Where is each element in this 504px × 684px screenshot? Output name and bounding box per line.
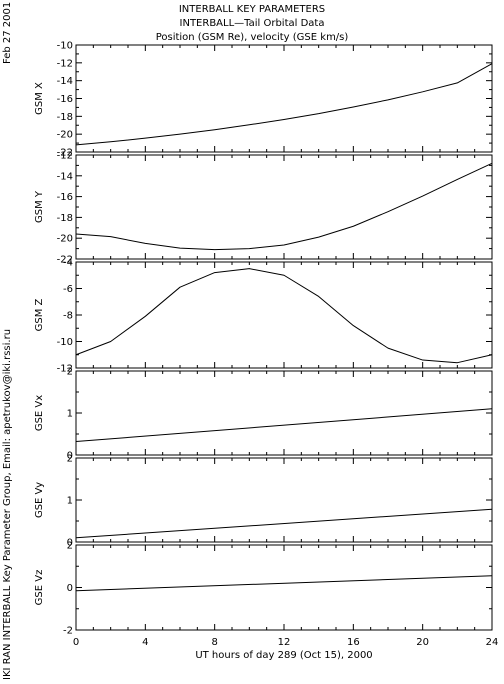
y-axis-label: GSE Vx <box>34 395 45 431</box>
chart-subtitle: INTERBALL—Tail Orbital Data <box>179 18 325 29</box>
series-line-gsm-y <box>75 162 493 251</box>
y-axis-label: GSM Y <box>34 190 45 223</box>
panel-gse-vx: 2 1 0 GSE Vx <box>34 367 493 462</box>
y-tick-label: -18 <box>57 112 73 123</box>
y-axis-label: GSM Z <box>34 298 45 331</box>
y-tick-label: 1 <box>67 409 73 420</box>
x-tick-label: 4 <box>142 637 148 648</box>
y-tick-label: -14 <box>57 171 73 182</box>
y-tick-label: -12 <box>57 151 73 162</box>
series-line-gse-vy <box>75 508 493 539</box>
panel-frame <box>75 370 493 456</box>
panel-gse-vy: 2 1 0 GSE Vy <box>34 454 493 549</box>
y-tick-label: 2 <box>67 541 73 552</box>
panel-frame <box>75 544 493 631</box>
panel-frame <box>75 457 493 543</box>
y-tick-label: -22 <box>57 255 73 266</box>
y-tick-label: -20 <box>57 234 73 245</box>
panel-frame <box>75 154 493 260</box>
series-line-gsm-z <box>75 268 493 364</box>
chart-caption: Position (GSM Re), velocity (GSE km/s) <box>155 32 349 43</box>
series-line-gse-vz <box>75 575 493 592</box>
series-line-gse-vx <box>75 408 493 443</box>
x-tick-label: 8 <box>211 637 217 648</box>
y-tick-label: 0 <box>67 451 73 462</box>
x-tick-label: 16 <box>347 637 360 648</box>
x-tick-label: 12 <box>278 637 291 648</box>
y-tick-label: -22 <box>57 148 73 159</box>
y-tick-label: -6 <box>63 284 73 295</box>
y-tick-label: -12 <box>57 58 73 69</box>
y-tick-label: -16 <box>57 94 73 105</box>
x-tick-label: 0 <box>73 637 79 648</box>
y-tick-label: 0 <box>67 538 73 549</box>
y-tick-label: 2 <box>67 367 73 378</box>
y-tick-label: 1 <box>67 496 73 507</box>
y-tick-label: -14 <box>57 76 73 87</box>
y-tick-label: -4 <box>63 258 73 269</box>
series-line-gsm-x <box>75 63 493 146</box>
y-tick-label: -10 <box>57 337 73 348</box>
panel-frame <box>75 44 493 153</box>
y-tick-label: -12 <box>57 364 73 375</box>
y-tick-label: 2 <box>67 454 73 465</box>
y-axis-label: GSE Vz <box>34 570 45 606</box>
x-tick-label: 20 <box>416 637 429 648</box>
y-axis-label: GSE Vy <box>34 482 45 518</box>
y-tick-label: -8 <box>63 311 73 322</box>
chart-title: INTERBALL KEY PARAMETERS <box>178 4 326 15</box>
x-tick-label: 24 <box>486 637 499 648</box>
y-axis-label: GSM X <box>34 82 45 115</box>
panel-gsm-y: -12 -14 -16 -18 -20 -22 GSM Y <box>34 151 493 266</box>
y-tick-label: 0 <box>67 583 73 594</box>
panel-gsm-x: -10 -12 -14 -16 -18 -20 -22 GSM X <box>34 41 493 159</box>
y-tick-label: -16 <box>57 192 73 203</box>
y-tick-label: -18 <box>57 213 73 224</box>
y-tick-label: -20 <box>57 130 73 141</box>
panel-frame <box>75 261 493 369</box>
x-axis-label: UT hours of day 289 (Oct 15), 2000 <box>195 650 372 661</box>
panel-gsm-z: -4 -6 -8 -10 -12 GSM Z <box>34 258 493 375</box>
y-tick-label: -2 <box>63 626 73 637</box>
y-tick-label: -10 <box>57 41 73 52</box>
